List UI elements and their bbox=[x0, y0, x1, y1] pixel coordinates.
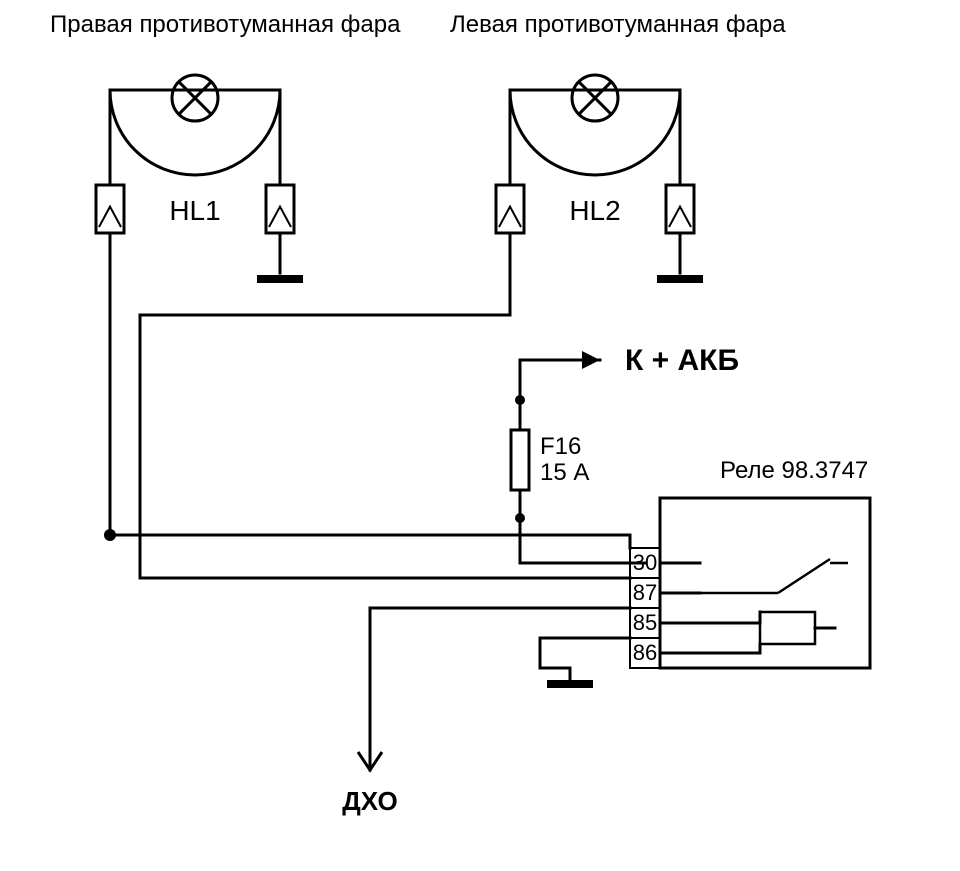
fuse-rating: 15 А bbox=[540, 459, 589, 486]
relay-body bbox=[660, 498, 870, 668]
lamp-ref: HL1 bbox=[169, 195, 220, 226]
akb-label: К + АКБ bbox=[625, 344, 739, 377]
junction-dot bbox=[104, 529, 116, 541]
relay-pin-number: 86 bbox=[633, 640, 657, 665]
relay-coil-icon bbox=[760, 612, 815, 644]
relay-contact-icon bbox=[700, 559, 848, 593]
relay-pin-number: 30 bbox=[633, 550, 657, 575]
lamp-ref: HL2 bbox=[569, 195, 620, 226]
lamp-title: Левая противотуманная фара bbox=[450, 11, 786, 38]
fuse-ref: F16 bbox=[540, 433, 581, 460]
relay-internal bbox=[660, 612, 760, 623]
wire bbox=[520, 518, 645, 563]
fog-lamp-wiring-diagram: Правая противотуманная фара HL1 Левая прот… bbox=[0, 0, 960, 871]
connector-chevron bbox=[669, 207, 691, 227]
lamp-housing bbox=[510, 90, 680, 175]
wire bbox=[140, 233, 630, 578]
relay-pin-number: 87 bbox=[633, 580, 657, 605]
fuse-symbol bbox=[511, 430, 529, 490]
ground-symbol bbox=[657, 275, 703, 283]
ground-lead bbox=[540, 668, 570, 680]
connector-chevron bbox=[499, 207, 521, 227]
connector-chevron bbox=[269, 207, 291, 227]
lamp-filament-x bbox=[579, 82, 612, 115]
relay-pin-number: 85 bbox=[633, 610, 657, 635]
arrowhead-icon bbox=[582, 351, 600, 369]
connector-chevron bbox=[99, 207, 121, 227]
lamp-title: Правая противотуманная фара bbox=[50, 11, 401, 38]
lamp-housing bbox=[110, 90, 280, 175]
ground-symbol bbox=[257, 275, 303, 283]
relay-label: Реле 98.3747 bbox=[720, 457, 868, 484]
junction-dot bbox=[515, 513, 525, 523]
lamp-filament-x bbox=[179, 82, 212, 115]
relay-internal bbox=[660, 644, 760, 653]
dxo-label: ДХО bbox=[342, 786, 397, 816]
